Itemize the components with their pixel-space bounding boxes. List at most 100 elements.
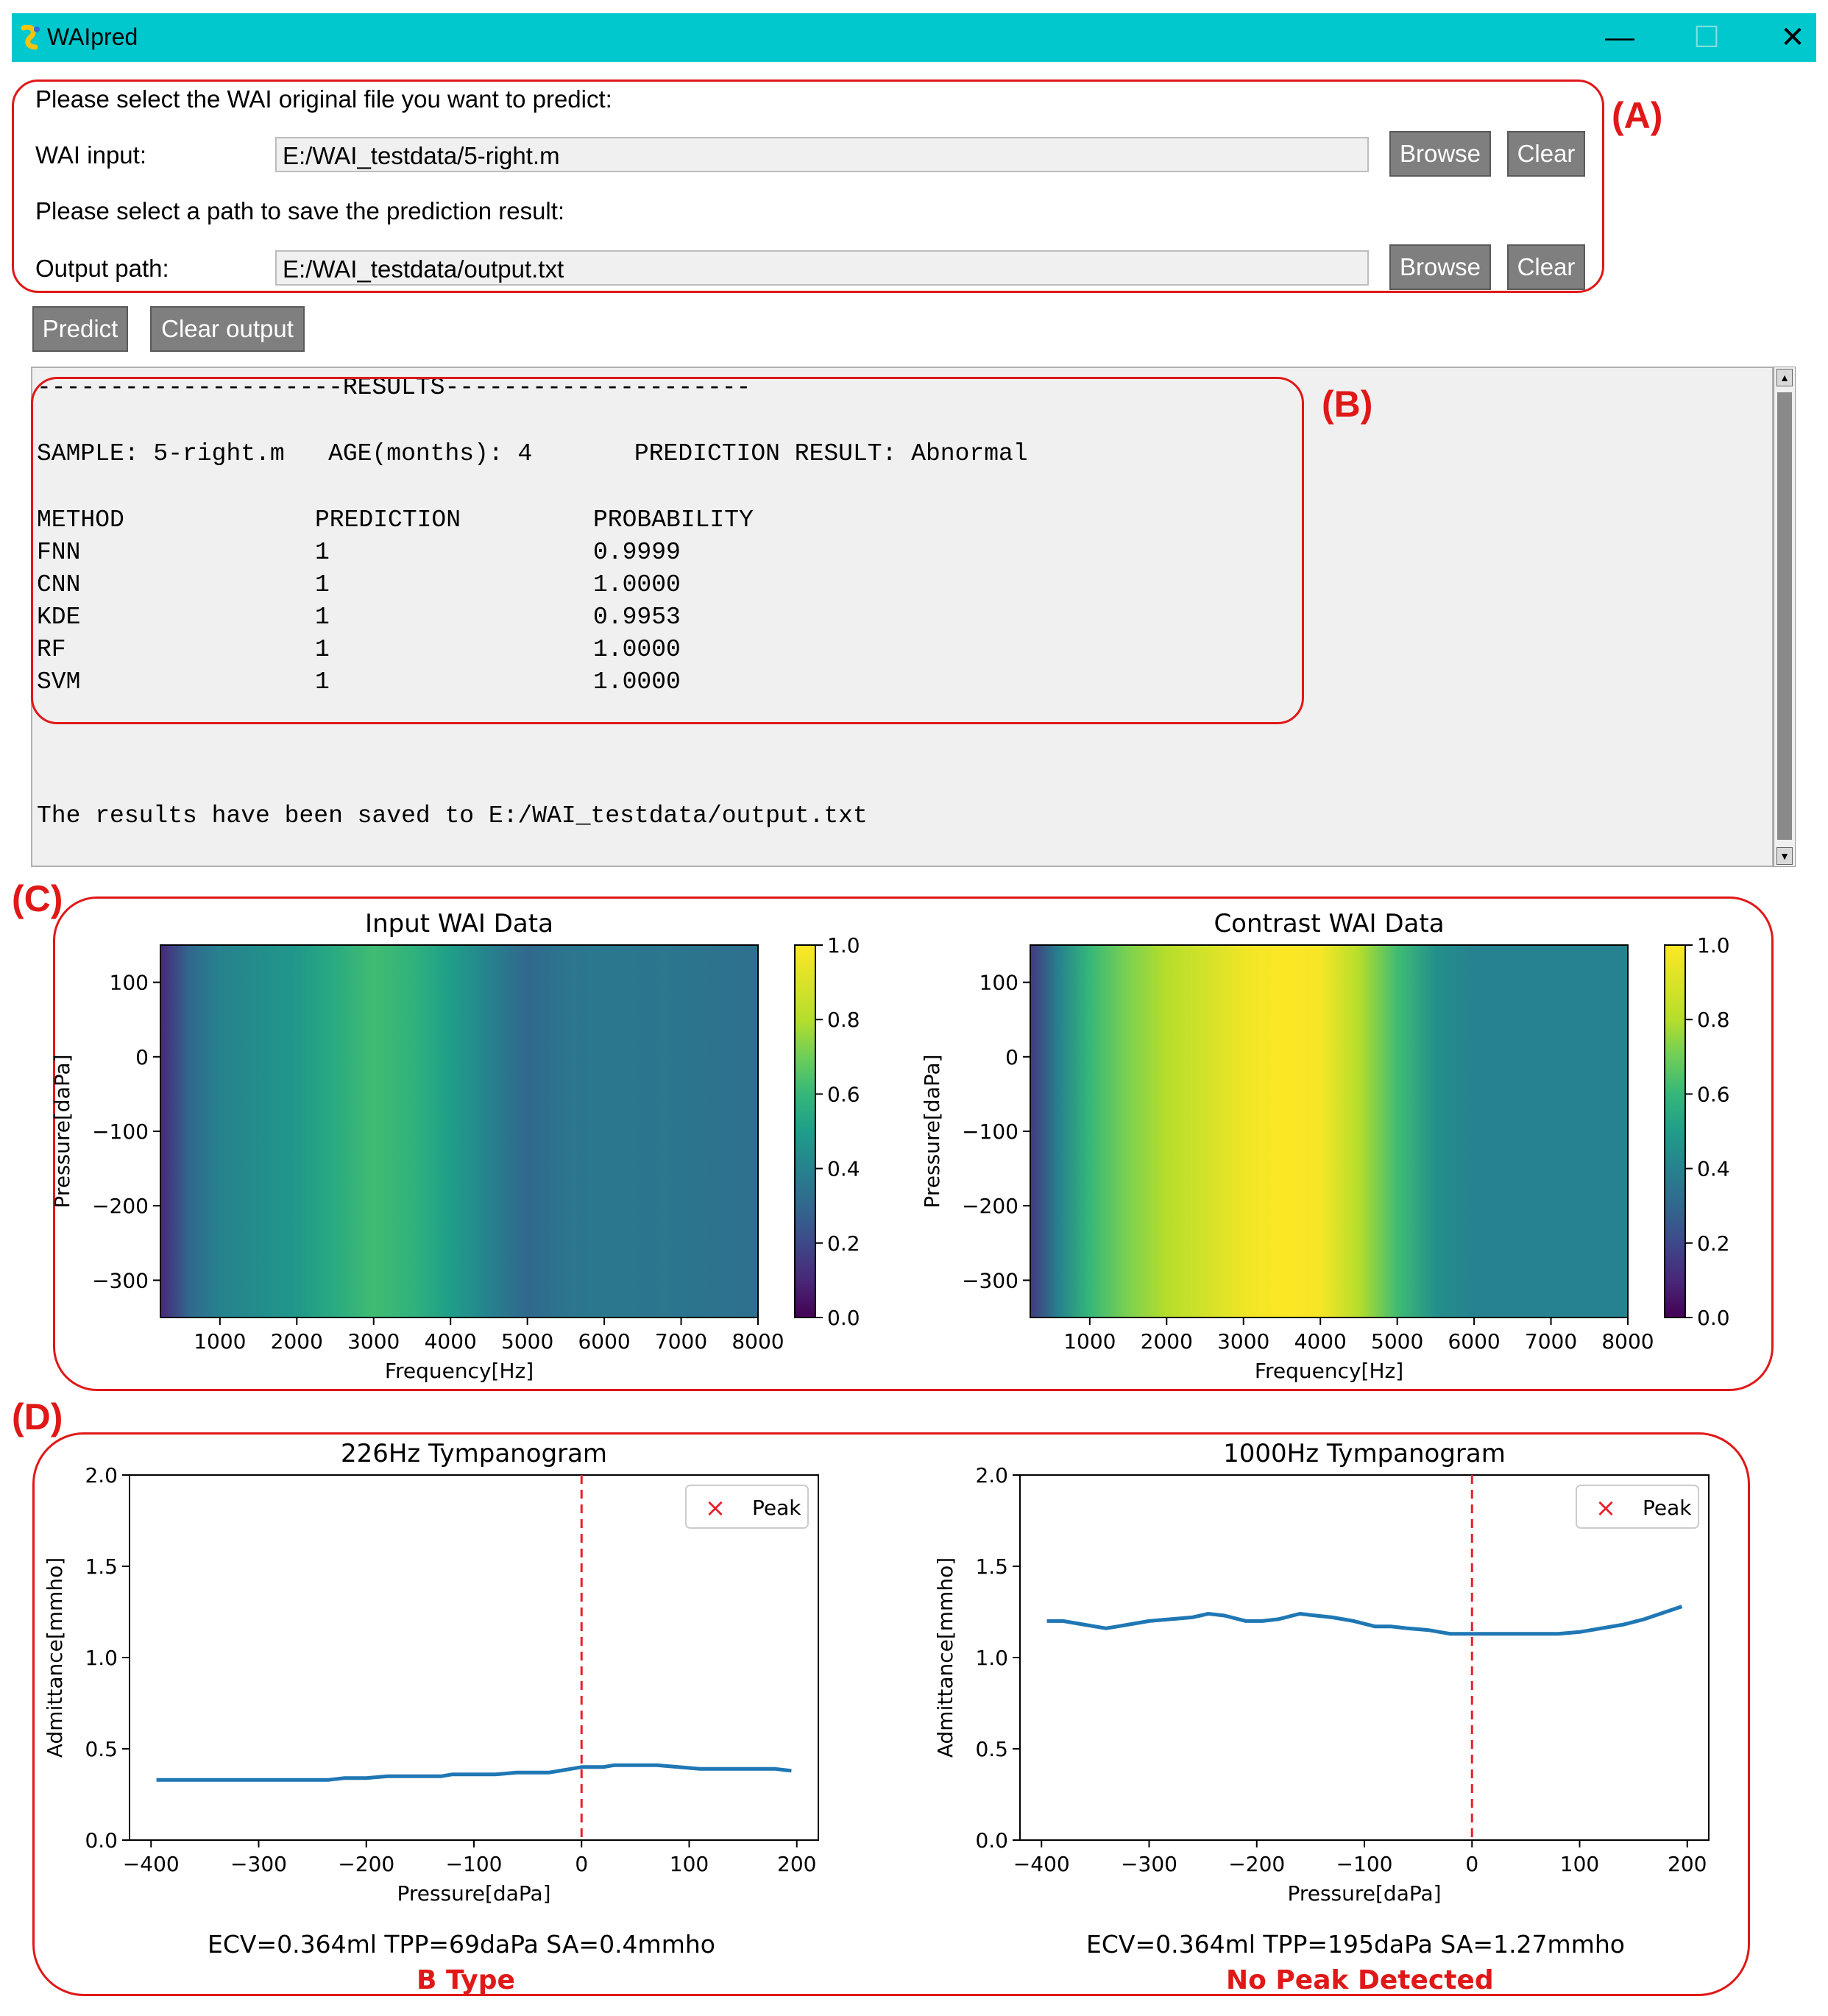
tymp-ytick-label-0-3: 1.5 xyxy=(85,1555,118,1579)
colorbar-tick-label-1-4: 0.8 xyxy=(1697,1008,1730,1032)
clear-input-button[interactable]: Clear xyxy=(1507,131,1585,177)
result-probability-3: 1.0000 xyxy=(593,636,681,663)
wai-input-label: WAI input: xyxy=(35,141,146,169)
colorbar-tick-label-0-5: 1.0 xyxy=(827,933,860,958)
right-type-label: No Peak Detected xyxy=(1226,1965,1494,1995)
tymp-frame-1 xyxy=(1019,1474,1710,1841)
result-probability-1: 1.0000 xyxy=(593,571,681,598)
heatmap-title-1: Contrast WAI Data xyxy=(1214,909,1444,938)
colorbar-tick-label-0-1: 0.2 xyxy=(827,1231,860,1256)
heatmap-xtick-label-0-1: 2000 xyxy=(271,1329,323,1354)
heatmap-ytick-label-0-2: −100 xyxy=(92,1120,149,1144)
tymp-xtick-label-0-4: 0 xyxy=(575,1852,588,1876)
tymp-xtick-label-1-1: −300 xyxy=(1121,1852,1177,1876)
tymp-xtick-label-1-5: 100 xyxy=(1560,1852,1599,1876)
scroll-down-icon[interactable]: ▼ xyxy=(1776,847,1793,865)
sample-line: SAMPLE: 5-right.m AGE(months): 4 PREDICT… xyxy=(37,440,1028,467)
maximize-icon[interactable]: ☐ xyxy=(1693,21,1720,54)
tymp-xlabel-0: Pressure[daPa] xyxy=(397,1881,550,1906)
result-prediction-4: 1 xyxy=(315,668,330,696)
tymp-legend-1 xyxy=(1576,1485,1699,1529)
tymp-ytick-label-1-0: 0.0 xyxy=(975,1828,1008,1853)
select-file-prompt: Please select the WAI original file you … xyxy=(35,85,612,113)
tymp-ytick-label-1-3: 1.5 xyxy=(975,1555,1008,1579)
heatmap-xtick-label-1-6: 7000 xyxy=(1525,1329,1577,1354)
tymp-ytick-label-0-1: 0.5 xyxy=(85,1737,118,1761)
section-label-b: (B) xyxy=(1322,383,1373,425)
heatmap-ytick-label-0-1: 0 xyxy=(135,1045,149,1069)
heatmap-ytick-label-0-0: 100 xyxy=(110,971,149,995)
colorbar-0 xyxy=(794,944,816,1318)
heatmaps-highlight xyxy=(53,896,1774,1391)
minimize-icon[interactable]: — xyxy=(1605,21,1634,54)
result-probability-2: 0.9953 xyxy=(593,604,681,631)
results-highlight xyxy=(31,377,1304,724)
colorbar-tick-label-1-1: 0.2 xyxy=(1697,1231,1730,1256)
browse-output-button[interactable]: Browse xyxy=(1389,244,1491,290)
output-path-label: Output path: xyxy=(35,255,169,282)
right-stats-caption: ECV=0.364ml TPP=195daPa SA=1.27mmho xyxy=(1086,1930,1625,1959)
colorbar-tick-label-1-2: 0.4 xyxy=(1697,1157,1730,1181)
tymp-xlabel-1: Pressure[daPa] xyxy=(1287,1881,1441,1906)
tymp-ytick-label-0-4: 2.0 xyxy=(85,1463,118,1488)
left-type-label: B Type xyxy=(417,1965,515,1995)
tympanogram-panel-1: 1000Hz Tympanogram −400 −300 −200 −100 0 100 20… xyxy=(933,1439,1710,1906)
heatmap-title-0: Input WAI Data xyxy=(365,909,553,938)
result-prediction-1: 1 xyxy=(315,571,330,598)
browse-input-button[interactable]: Browse xyxy=(1389,131,1491,177)
heatmap-xtick-label-1-4: 5000 xyxy=(1371,1329,1423,1354)
scroll-up-icon[interactable]: ▲ xyxy=(1776,369,1793,386)
app-logo-icon xyxy=(21,25,40,50)
result-probability-4: 1.0000 xyxy=(593,668,681,696)
input-form-highlight xyxy=(12,79,1604,293)
result-prediction-2: 1 xyxy=(315,604,330,631)
tymp-xtick-label-0-5: 100 xyxy=(670,1852,709,1876)
tymp-xtick-label-1-6: 200 xyxy=(1668,1852,1707,1876)
result-method-3: RF xyxy=(37,636,66,663)
scrollbar-thumb[interactable] xyxy=(1777,392,1792,840)
section-label-a: (A) xyxy=(1612,95,1663,136)
wai-input-field[interactable]: E:/WAI_testdata/5-right.m xyxy=(275,137,1369,172)
tymp-xtick-label-0-6: 200 xyxy=(777,1852,816,1876)
left-stats-caption: ECV=0.364ml TPP=69daPa SA=0.4mmho xyxy=(208,1930,715,1959)
result-method-2: KDE xyxy=(37,604,81,631)
tymp-xtick-label-0-0: −400 xyxy=(123,1852,180,1876)
tymp-ytick-label-1-2: 1.0 xyxy=(975,1646,1008,1670)
heatmap-field-1 xyxy=(1030,945,1628,1318)
tymp-ylabel-0: Admittance[mmho] xyxy=(43,1557,67,1758)
output-path-field[interactable]: E:/WAI_testdata/output.txt xyxy=(275,250,1369,286)
heatmap-ytick-label-1-4: −300 xyxy=(962,1268,1018,1292)
output-text-area[interactable] xyxy=(31,367,1774,867)
output-scrollbar[interactable]: ▲ ▼ xyxy=(1774,367,1796,867)
result-prediction-0: 1 xyxy=(315,539,330,566)
clear-output-button[interactable]: Clear output xyxy=(150,306,305,352)
clear-output-path-button[interactable]: Clear xyxy=(1507,244,1585,290)
colorbar-tick-label-1-5: 1.0 xyxy=(1697,933,1730,958)
heatmap-xtick-label-0-4: 5000 xyxy=(501,1329,553,1354)
colorbar-tick-label-0-0: 0.0 xyxy=(827,1306,860,1330)
saved-line: The results have been saved to E:/WAI_te… xyxy=(37,802,868,830)
heatmap-field-0 xyxy=(160,945,758,1318)
heatmap-ytick-label-1-3: −200 xyxy=(962,1194,1018,1218)
tymp-xtick-label-1-3: −100 xyxy=(1336,1852,1393,1876)
heatmap-xtick-label-1-0: 1000 xyxy=(1063,1329,1116,1354)
section-label-c: (C) xyxy=(12,878,63,919)
tymp-xtick-label-0-2: −200 xyxy=(338,1852,394,1876)
col-probability: PROBABILITY xyxy=(593,506,754,534)
result-method-1: CNN xyxy=(37,571,81,598)
result-method-4: SVM xyxy=(37,668,81,696)
heatmap-xtick-label-0-7: 8000 xyxy=(731,1329,784,1354)
col-method: METHOD xyxy=(37,506,124,534)
tymp-curve-1 xyxy=(1046,1605,1683,1636)
predict-button[interactable]: Predict xyxy=(32,306,128,352)
heatmap-xtick-label-1-1: 2000 xyxy=(1141,1329,1193,1354)
colorbar-tick-label-0-3: 0.6 xyxy=(827,1082,860,1106)
close-icon[interactable]: ✕ xyxy=(1780,21,1805,54)
col-prediction: PREDICTION xyxy=(315,506,461,534)
tymp-xtick-label-0-1: −300 xyxy=(230,1852,287,1876)
colorbar-tick-label-1-0: 0.0 xyxy=(1697,1306,1730,1330)
tymp-legend-label-0: Peak xyxy=(752,1496,801,1520)
